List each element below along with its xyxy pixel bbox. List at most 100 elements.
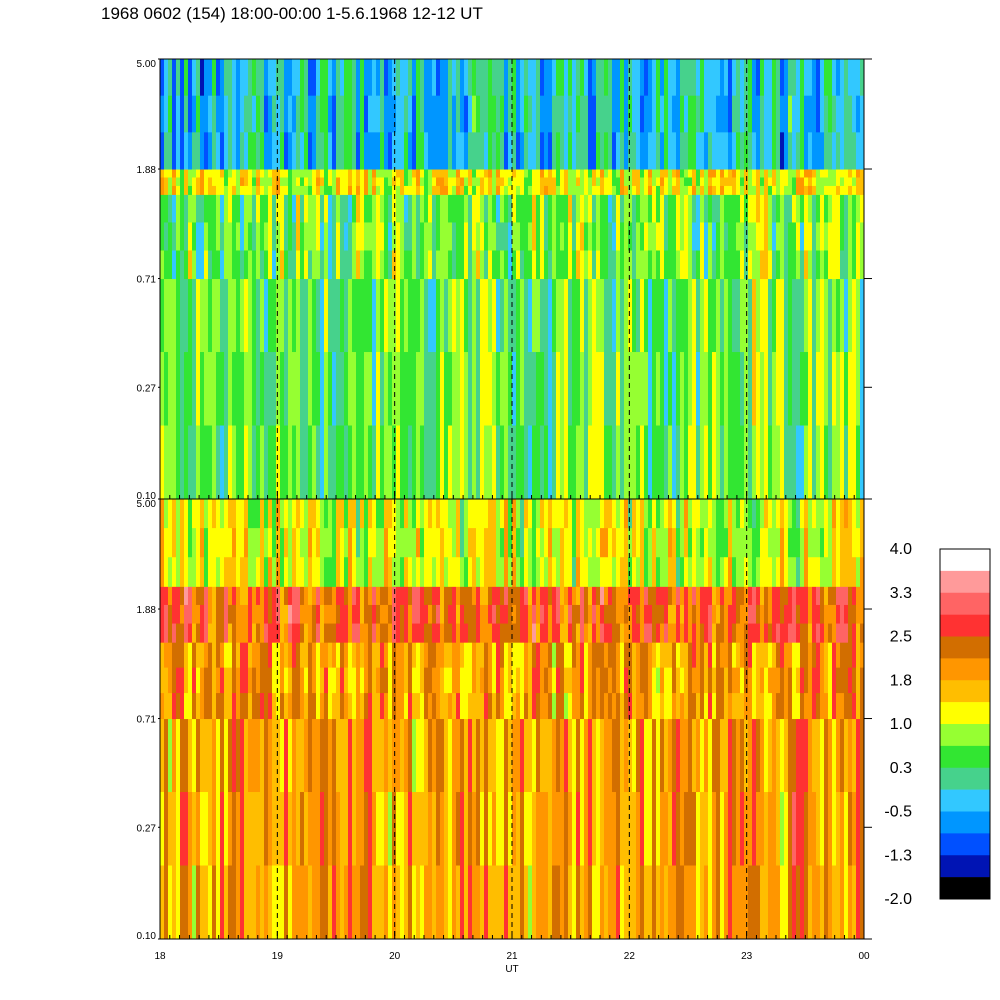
heatmap-cell bbox=[452, 865, 456, 940]
heatmap-cell bbox=[344, 865, 348, 940]
heatmap-cell bbox=[336, 557, 340, 587]
heatmap-cell bbox=[232, 718, 236, 793]
heatmap-cell bbox=[248, 95, 252, 133]
heatmap-cell bbox=[428, 586, 432, 606]
heatmap-cell bbox=[748, 169, 752, 178]
heatmap-cell bbox=[580, 132, 584, 170]
heatmap-cell bbox=[192, 132, 196, 170]
heatmap-cell bbox=[244, 792, 248, 867]
colorbar-swatch bbox=[940, 592, 990, 615]
heatmap-cell bbox=[304, 185, 308, 195]
heatmap-cell bbox=[516, 95, 520, 133]
heatmap-cell bbox=[608, 352, 612, 427]
heatmap-cell bbox=[800, 623, 804, 643]
heatmap-cell bbox=[196, 865, 200, 940]
heatmap-cell bbox=[424, 586, 428, 606]
heatmap-cell bbox=[740, 222, 744, 251]
heatmap-cell bbox=[788, 95, 792, 133]
heatmap-cell bbox=[208, 623, 212, 643]
heatmap-cell bbox=[240, 499, 244, 529]
heatmap-cell bbox=[656, 792, 660, 867]
heatmap-cell bbox=[300, 499, 304, 529]
heatmap-cell bbox=[312, 185, 316, 195]
heatmap-cell bbox=[656, 194, 660, 223]
heatmap-cell bbox=[568, 185, 572, 195]
heatmap-cell bbox=[544, 132, 548, 170]
heatmap-cell bbox=[748, 59, 752, 97]
heatmap-cell bbox=[712, 169, 716, 178]
heatmap-cell bbox=[232, 59, 236, 97]
heatmap-cell bbox=[248, 185, 252, 195]
heatmap-cell bbox=[396, 718, 400, 793]
heatmap-cell bbox=[260, 586, 264, 606]
heatmap-cell bbox=[324, 604, 328, 625]
heatmap-cell bbox=[336, 278, 340, 353]
heatmap-cell bbox=[436, 667, 440, 694]
heatmap-cell bbox=[540, 185, 544, 195]
heatmap-cell bbox=[480, 623, 484, 643]
heatmap-cell bbox=[724, 425, 728, 500]
heatmap-cell bbox=[348, 718, 352, 793]
heatmap-cell bbox=[472, 250, 476, 280]
heatmap-cell bbox=[440, 425, 444, 500]
heatmap-cell bbox=[844, 95, 848, 133]
heatmap-cell bbox=[168, 693, 172, 720]
heatmap-cell bbox=[200, 586, 204, 606]
heatmap-cell bbox=[344, 278, 348, 353]
heatmap-cell bbox=[824, 642, 828, 669]
heatmap-cell bbox=[656, 586, 660, 606]
heatmap-cell bbox=[756, 185, 760, 195]
heatmap-cell bbox=[736, 352, 740, 427]
heatmap-cell bbox=[804, 278, 808, 353]
heatmap-cell bbox=[204, 132, 208, 170]
heatmap-cell bbox=[304, 352, 308, 427]
heatmap-cell bbox=[220, 177, 224, 187]
heatmap-cell bbox=[632, 642, 636, 669]
heatmap-cell bbox=[304, 667, 308, 694]
heatmap-cell bbox=[792, 95, 796, 133]
heatmap-cell bbox=[304, 604, 308, 625]
heatmap-cell bbox=[584, 586, 588, 606]
heatmap-cell bbox=[176, 642, 180, 669]
heatmap-cell bbox=[228, 222, 232, 251]
heatmap-cell bbox=[600, 278, 604, 353]
heatmap-cell bbox=[284, 865, 288, 940]
heatmap-cell bbox=[468, 557, 472, 587]
heatmap-cell bbox=[704, 169, 708, 178]
heatmap-cell bbox=[420, 132, 424, 170]
heatmap-cell bbox=[764, 194, 768, 223]
heatmap-cell bbox=[500, 194, 504, 223]
heatmap-cell bbox=[768, 865, 772, 940]
heatmap-cell bbox=[696, 222, 700, 251]
heatmap-cell bbox=[500, 586, 504, 606]
heatmap-cell bbox=[512, 278, 516, 353]
heatmap-cell bbox=[640, 642, 644, 669]
heatmap-cell bbox=[680, 95, 684, 133]
heatmap-cell bbox=[832, 586, 836, 606]
heatmap-cell bbox=[436, 132, 440, 170]
heatmap-cell bbox=[396, 667, 400, 694]
heatmap-cell bbox=[212, 499, 216, 529]
heatmap-cell bbox=[752, 222, 756, 251]
heatmap-cell bbox=[424, 194, 428, 223]
heatmap-cell bbox=[280, 132, 284, 170]
heatmap-cell bbox=[400, 718, 404, 793]
heatmap-cell bbox=[472, 667, 476, 694]
heatmap-cell bbox=[732, 59, 736, 97]
heatmap-cell bbox=[664, 352, 668, 427]
heatmap-cell bbox=[840, 177, 844, 187]
heatmap-cell bbox=[296, 718, 300, 793]
heatmap-cell bbox=[412, 352, 416, 427]
heatmap-cell bbox=[560, 557, 564, 587]
heatmap-cell bbox=[748, 623, 752, 643]
heatmap-cell bbox=[604, 718, 608, 793]
heatmap-cell bbox=[824, 132, 828, 170]
heatmap-cell bbox=[556, 185, 560, 195]
heatmap-cell bbox=[220, 693, 224, 720]
heatmap-cell bbox=[232, 667, 236, 694]
heatmap-cell bbox=[200, 278, 204, 353]
heatmap-cell bbox=[228, 586, 232, 606]
heatmap-cell bbox=[628, 59, 632, 97]
heatmap-cell bbox=[392, 169, 396, 178]
heatmap-cell bbox=[736, 667, 740, 694]
